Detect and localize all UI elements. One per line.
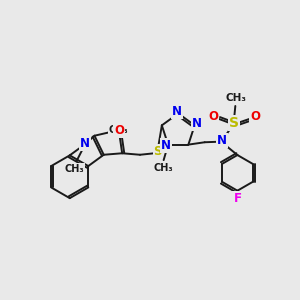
Text: O: O xyxy=(208,110,218,123)
Text: N: N xyxy=(172,105,182,118)
Text: CH₃: CH₃ xyxy=(65,164,84,174)
Text: S: S xyxy=(154,145,162,158)
Text: N: N xyxy=(192,117,202,130)
Text: O: O xyxy=(114,124,124,137)
Text: CH₃: CH₃ xyxy=(225,93,246,103)
Text: S: S xyxy=(229,116,239,130)
Text: N: N xyxy=(217,134,227,147)
Text: N: N xyxy=(80,137,90,150)
Text: CH₃: CH₃ xyxy=(153,163,173,172)
Text: O: O xyxy=(250,110,260,123)
Text: N: N xyxy=(161,139,171,152)
Text: CH₃: CH₃ xyxy=(108,125,128,135)
Text: F: F xyxy=(233,192,242,205)
